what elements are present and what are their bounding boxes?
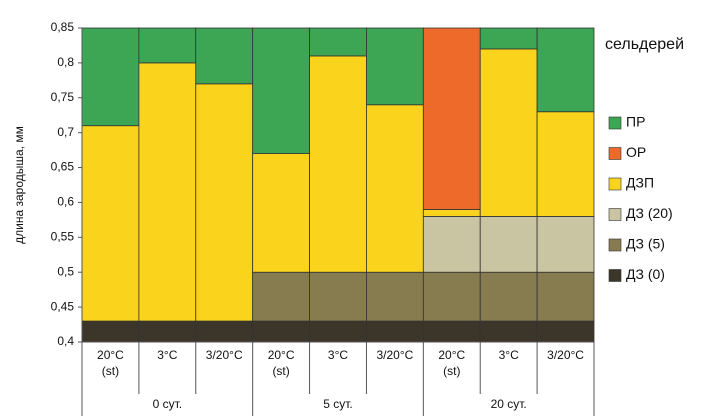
y-tick-label: 0,8 — [57, 55, 74, 69]
legend-swatch — [608, 269, 622, 282]
bar-segment — [252, 153, 310, 273]
legend-swatch — [608, 238, 622, 252]
y-tick-label: 0,7 — [57, 125, 74, 139]
bar-segment — [138, 62, 197, 322]
x-tick-label: 3/20°C — [376, 348, 413, 362]
x-tick-label: 20°C — [268, 348, 295, 362]
chart-title: сельдерей — [605, 36, 684, 53]
bar-segment — [195, 83, 254, 322]
bar-segment — [479, 27, 538, 50]
y-tick-label: 0,5 — [57, 264, 74, 278]
x-tick-label: 20°C — [97, 348, 124, 362]
x-tick-label: 20°C — [438, 348, 465, 362]
bar-segment — [366, 271, 424, 322]
y-tick-label: 0,6 — [57, 195, 74, 209]
bar-segment — [309, 55, 367, 273]
bar-segment — [138, 320, 197, 343]
legend-label: ДЗ (5) — [626, 236, 665, 252]
legend-label: ДЗП — [626, 175, 654, 191]
y-axis-label: длина зародыша, мм — [12, 126, 26, 244]
bar-segment — [536, 215, 595, 273]
bar-segment — [138, 27, 197, 64]
bar-segment — [195, 320, 254, 343]
group-label: 0 сут. — [153, 397, 183, 411]
bar-segment — [479, 215, 538, 273]
y-tick-label: 0,85 — [51, 20, 75, 34]
bar-segment — [309, 27, 367, 57]
legend-swatch — [608, 116, 622, 130]
bar-segment — [366, 320, 424, 343]
y-tick-label: 0,65 — [51, 160, 75, 174]
bar-segment — [252, 27, 310, 154]
bar-segment — [422, 271, 481, 322]
bar-segment — [422, 215, 481, 273]
bar-segment — [81, 320, 140, 343]
legend-label: ДЗ (20) — [626, 205, 673, 221]
y-tick-label: 0,75 — [51, 90, 75, 104]
bar-segment — [81, 125, 140, 322]
legend-label: ОР — [626, 144, 646, 160]
bar-segment — [366, 104, 424, 273]
bar-segment — [422, 27, 481, 210]
bar-segment — [309, 271, 367, 322]
bar-segment — [81, 27, 140, 127]
bar-segment — [309, 320, 367, 343]
bar-segment — [479, 48, 538, 217]
bar-segment — [252, 320, 310, 343]
legend-label: ДЗ (0) — [626, 266, 665, 282]
y-tick-label: 0,55 — [51, 230, 75, 244]
bar-segment — [366, 27, 424, 106]
bar-segment — [536, 320, 595, 343]
group-label: 5 сут. — [323, 397, 353, 411]
x-tick-label: 3°C — [328, 348, 348, 362]
y-tick-label: 0,4 — [57, 334, 74, 348]
legend-label: ПР — [626, 114, 645, 130]
legend-swatch — [608, 147, 622, 160]
x-tick-label: 3°C — [157, 348, 177, 362]
x-tick-label: 3/20°C — [547, 348, 584, 362]
x-tick-label: 3°C — [499, 348, 519, 362]
group-label: 20 сут. — [491, 397, 527, 411]
bar-segment — [536, 271, 595, 322]
bar-segment — [536, 111, 595, 217]
bar-segment — [536, 27, 595, 113]
x-tick-label: 3/20°C — [206, 348, 243, 362]
x-tick-label: (st) — [272, 364, 289, 378]
bar-segment — [252, 271, 310, 322]
bar-segment — [479, 320, 538, 343]
bar-segment — [195, 27, 254, 85]
bar-segment — [422, 209, 481, 217]
bar-segment — [422, 320, 481, 343]
legend-swatch — [608, 208, 622, 221]
y-tick-label: 0,45 — [51, 299, 75, 313]
bar-segment — [479, 271, 538, 322]
legend-swatch — [608, 177, 622, 191]
x-tick-label: (st) — [443, 364, 460, 378]
x-tick-label: (st) — [102, 364, 119, 378]
